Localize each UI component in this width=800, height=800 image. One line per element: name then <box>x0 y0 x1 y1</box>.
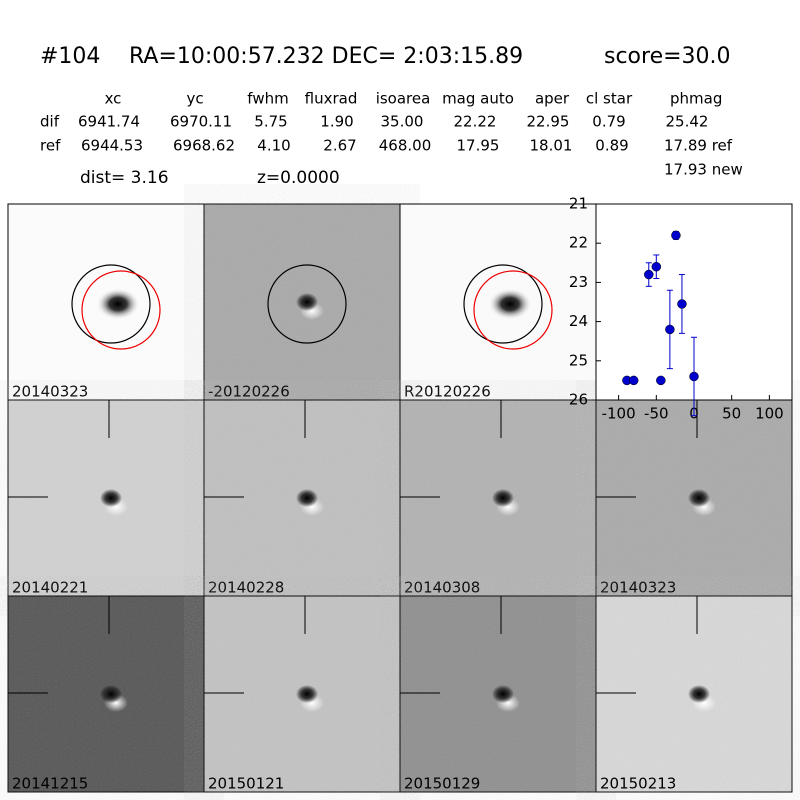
column-header: yc <box>186 90 203 108</box>
coords: RA=10:00:57.232 DEC= 2:03:15.89 <box>129 44 523 69</box>
residual-dark <box>100 489 122 507</box>
column-header: fwhm <box>247 90 288 108</box>
panel-label: 20140228 <box>208 579 284 597</box>
panel-label: 20150213 <box>600 775 676 793</box>
residual-dark <box>688 685 710 703</box>
cell: 17.95 <box>457 137 500 155</box>
point <box>644 269 654 280</box>
y-tick-label: 25 <box>569 351 588 369</box>
cell: 4.10 <box>257 137 290 155</box>
x-tick-label: -50 <box>644 405 669 423</box>
panel-label: 20140323 <box>600 579 676 597</box>
residual-dark <box>492 685 514 703</box>
point <box>665 324 675 335</box>
panel-label: R20120226 <box>404 383 491 401</box>
residual-dark <box>296 685 318 703</box>
image-panel: 20140323 <box>595 399 793 597</box>
cell: 25.42 <box>666 113 709 131</box>
cell: 5.75 <box>254 113 287 131</box>
ref-circle <box>463 264 543 344</box>
cell: 468.00 <box>379 137 432 155</box>
column-header: isoarea <box>376 90 431 108</box>
point <box>656 375 666 386</box>
column-header: xc <box>105 90 122 108</box>
image-panel: 20140221 <box>7 399 205 597</box>
image-panel: 20141215 <box>7 595 205 793</box>
z: z=0.0000 <box>257 168 340 188</box>
phmag-new: 17.93 new <box>664 161 743 179</box>
star <box>96 288 140 320</box>
residual-dark <box>100 685 122 703</box>
ref-circle <box>267 264 347 344</box>
y-tick-label: 22 <box>569 234 588 252</box>
panel-label: 20141215 <box>12 775 88 793</box>
x-tick-label: -100 <box>602 405 636 423</box>
cell: dif <box>40 113 60 131</box>
panel-label: 20150121 <box>208 775 284 793</box>
residual-dark <box>296 489 318 507</box>
panel-label: 20150129 <box>404 775 480 793</box>
point <box>689 371 699 382</box>
cell: 6968.62 <box>173 137 235 155</box>
image-panel: -20120226 <box>203 203 401 401</box>
image-panel: R20120226 <box>399 203 597 401</box>
cell: 17.89 ref <box>664 137 733 155</box>
y-tick-label: 21 <box>569 195 588 213</box>
point <box>628 375 639 386</box>
panel-label: 20140308 <box>404 579 480 597</box>
cell: 6944.53 <box>81 137 143 155</box>
new-circle <box>473 270 553 350</box>
cell: 2.67 <box>323 137 356 155</box>
cell: 0.89 <box>595 137 628 155</box>
column-header: fluxrad <box>305 90 358 108</box>
column-header: cl star <box>586 90 633 108</box>
x-tick-label: 50 <box>722 405 741 423</box>
residual-dark <box>688 489 710 507</box>
image-panel: 20150129 <box>399 595 597 793</box>
cell: 0.79 <box>592 113 625 131</box>
cell: 1.90 <box>320 113 353 131</box>
star <box>488 288 532 320</box>
column-header: phmag <box>670 90 722 108</box>
residual-dark <box>296 293 318 311</box>
cell: 18.01 <box>530 137 573 155</box>
panels: 20140323 -20120226 R20120226 20140221 201402… <box>7 203 793 793</box>
image-panel: 20150121 <box>203 595 401 793</box>
image-panel: 20150213 <box>595 595 793 793</box>
cell: 6941.74 <box>78 113 140 131</box>
cell: 22.95 <box>527 113 570 131</box>
panel-label: -20120226 <box>208 383 290 401</box>
ref-circle <box>71 264 151 344</box>
score: score=30.0 <box>604 44 731 69</box>
cell: ref <box>40 137 61 155</box>
y-tick-label: 24 <box>569 312 588 330</box>
cell: 35.00 <box>381 113 424 131</box>
column-header: mag auto <box>442 90 514 108</box>
residual-dark <box>492 489 514 507</box>
panel-label: 20140323 <box>12 383 88 401</box>
point <box>677 299 687 309</box>
point <box>671 230 681 241</box>
y-tick-label: 26 <box>569 391 588 409</box>
panel-label: 20140221 <box>12 579 88 597</box>
y-tick-label: 23 <box>569 273 588 291</box>
image-panel: 20140228 <box>203 399 401 597</box>
image-panel: 20140308 <box>399 399 597 597</box>
id: #104 <box>40 44 100 69</box>
cell: 22.22 <box>454 113 497 131</box>
cell: 6970.11 <box>170 113 232 131</box>
new-circle <box>81 270 161 350</box>
column-header: aper <box>535 90 570 108</box>
point <box>651 261 662 272</box>
dist: dist= 3.16 <box>80 168 169 188</box>
image-panel: 20140323 <box>7 203 205 401</box>
x-tick-label: 100 <box>755 405 784 423</box>
